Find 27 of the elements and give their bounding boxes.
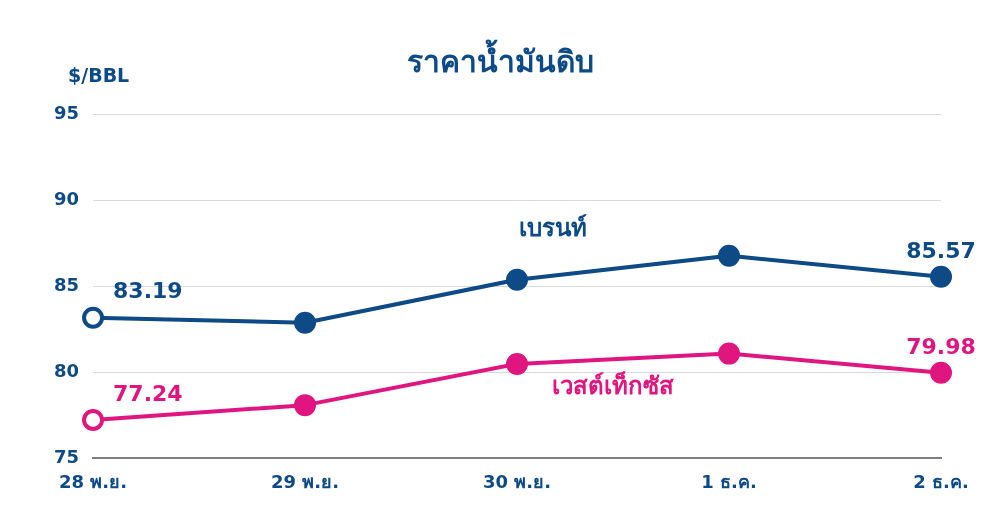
- point: [930, 265, 952, 288]
- y-tick-label: 90: [53, 188, 80, 210]
- point: [294, 394, 317, 417]
- x-tick-label: 28 พ.ย.: [59, 470, 128, 492]
- x-tick-label: 30 พ.ย.: [483, 470, 552, 492]
- x-tick-label: 29 พ.ย.: [271, 470, 340, 492]
- series-label: เวสต์เท็กซัส: [552, 371, 675, 401]
- x-tick-label: 2 ธ.ค.: [913, 470, 969, 492]
- point: [82, 306, 105, 329]
- y-tick-label: 80: [53, 360, 80, 382]
- y-tick-label: 75: [53, 446, 80, 468]
- series-label: เบรนท์: [519, 213, 588, 242]
- data-label: 79.98: [906, 333, 976, 359]
- data-label: 83.19: [113, 278, 183, 304]
- x-tick-label: 1 ธ.ค.: [701, 470, 757, 492]
- point: [82, 408, 105, 431]
- point: [294, 311, 317, 334]
- y-axis-title: $/BBL: [68, 64, 130, 86]
- data-label: 77.24: [113, 380, 183, 406]
- point: [506, 352, 529, 375]
- point: [718, 342, 741, 365]
- y-tick-label: 95: [53, 102, 80, 124]
- point: [506, 268, 529, 291]
- y-tick-label: 85: [53, 274, 80, 296]
- point: [930, 361, 952, 384]
- point: [718, 244, 741, 267]
- data-label: 85.57: [906, 237, 976, 263]
